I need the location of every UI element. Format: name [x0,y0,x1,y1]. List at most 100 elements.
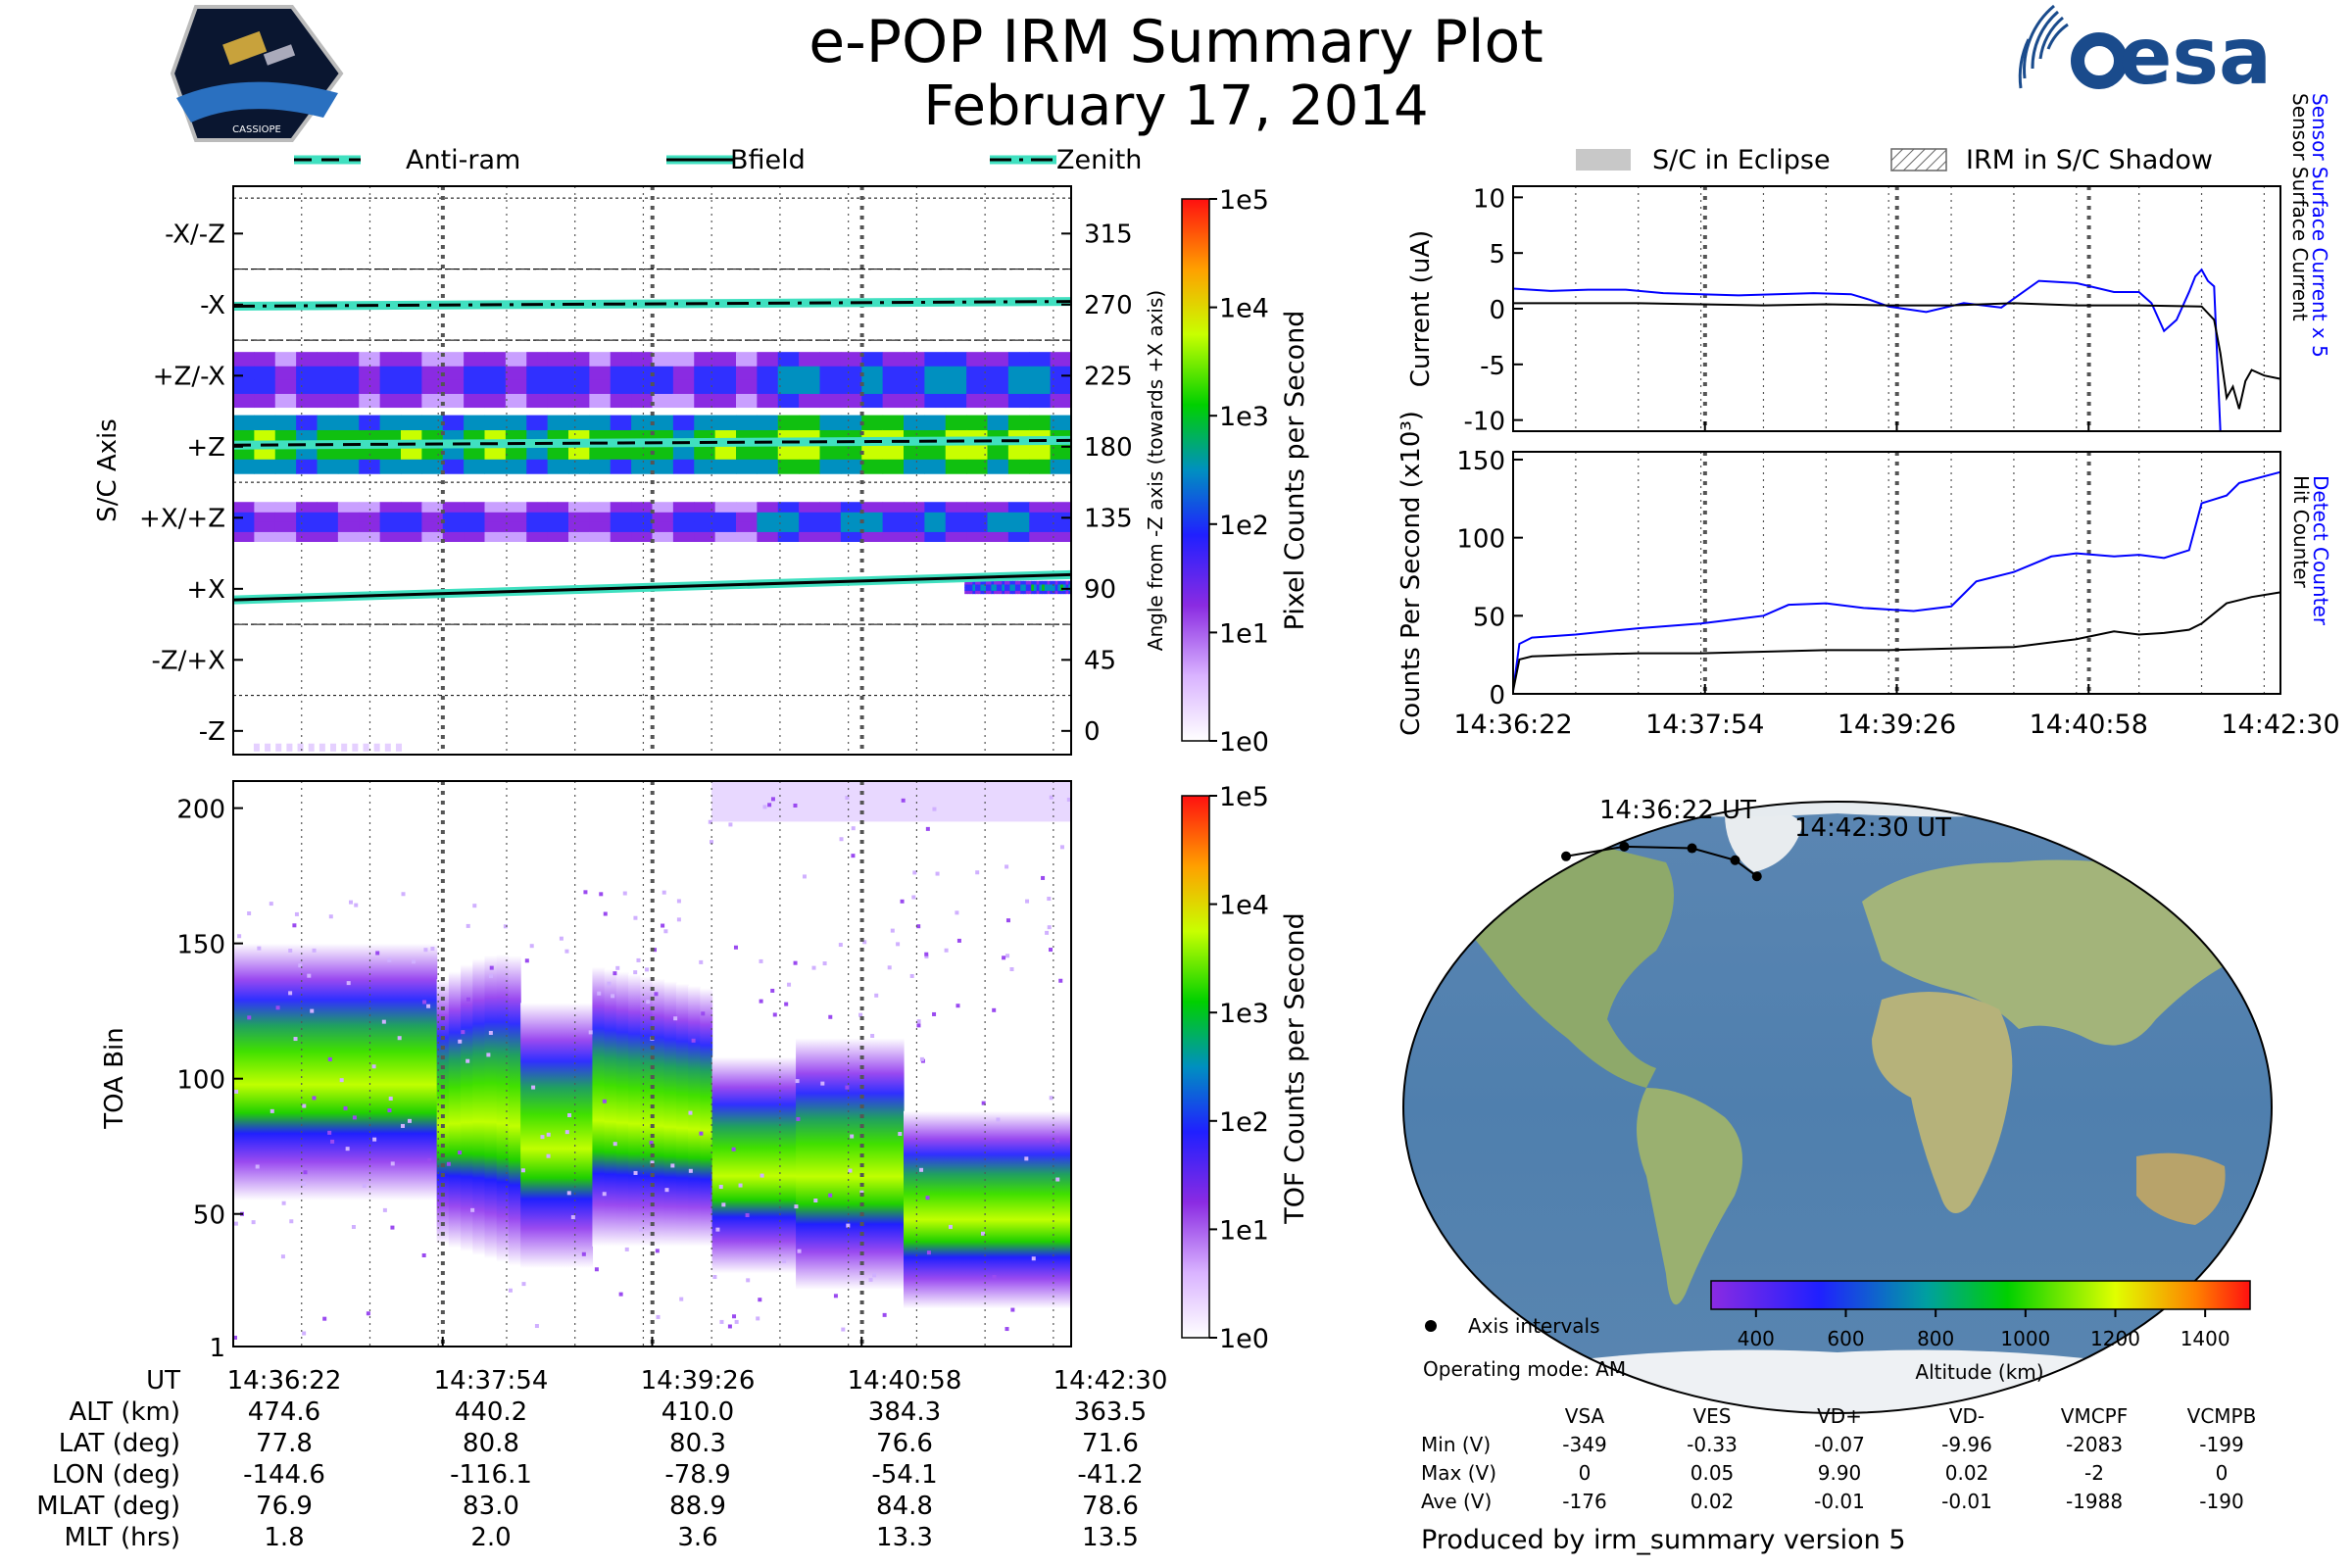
ephemeris-cell: -78.9 [664,1460,731,1490]
ytick-label: 0 [1489,681,1505,710]
pixel-band-cell [568,366,590,380]
tof-noise [654,992,659,997]
voltage-cell: 9.90 [1817,1460,1862,1485]
pixel-band-cell [505,393,527,409]
tof-noise [421,1252,426,1257]
pixel-band-cell [589,444,612,460]
pixel-band-cell [964,587,968,591]
tof-noise [925,1196,930,1200]
tof-column [1023,1110,1036,1309]
pixel-band-cell [694,512,716,522]
tof-column [640,976,654,1247]
pixel-band-cell [1033,584,1038,588]
pixel-band-cell [819,415,842,431]
tof-column [904,1110,916,1309]
pixel-band-cell [317,393,339,409]
tof-noise [349,900,354,905]
tof-ytick-label: 150 [176,931,225,960]
pixel-band-cell [589,512,612,522]
tof-noise [275,1005,280,1010]
voltage-table: VSA VES VD+ VD- VMCPF VCMPB Min (V) -349 -0.33 -0… [1421,1401,2285,1515]
axis-label: -X/-Z [165,220,225,249]
pixel-band-cell [1050,459,1072,474]
pixel-noise [373,743,380,752]
pixel-band-cell [631,444,653,460]
tof-noise [371,1064,376,1069]
pixel-noise [384,743,391,752]
pixel-band-cell [568,512,590,522]
pixel-band-cell [359,415,381,431]
pixel-band-cell [1057,584,1061,588]
tof-noise [644,967,649,972]
pixel-colorbar-tick-label: 1e5 [1219,185,1269,216]
voltage-header-row: VSA VES VD+ VD- VMCPF VCMPB [1421,1401,2285,1430]
tof-noise [540,1135,545,1140]
pixel-band-cell [1057,587,1061,591]
pixel-band-cell [631,415,653,431]
continent-greenland [1725,808,1803,872]
ephemeris-row-label: LON (deg) [51,1460,180,1490]
pixel-band-cell [736,521,758,532]
tof-noise [679,1297,684,1301]
pixel-band-cell [652,379,674,394]
pixel-band-cell [799,502,820,513]
pixel-band-cell [379,379,402,394]
pixel-band-cell [442,415,465,431]
pixel-band-cell [1068,590,1072,595]
pixel-band-cell [274,459,297,474]
ephemeris-cell: 3.6 [677,1523,718,1552]
pixel-band-cell [568,502,590,513]
tof-column [891,1038,905,1291]
pixel-band-cell [799,531,820,542]
ephemeris-cell: 76.6 [876,1429,933,1458]
pixel-band-cell [233,521,255,532]
pixel-band-cell [1028,587,1032,591]
pixel-band-cell [631,521,653,532]
ephemeris-cell: 440.2 [454,1397,528,1427]
tof-ytick-label: 100 [176,1066,225,1096]
tof-noise [400,1123,405,1128]
pixel-band-cell [799,521,820,532]
pixel-band-cell [1031,590,1035,595]
pixel-noise [330,743,337,752]
pixel-band-cell [777,352,800,367]
pixel-band-cell [736,415,758,431]
tof-noise [868,1277,873,1282]
voltage-cell: VCMPB [2186,1403,2257,1428]
pixel-band-cell [379,512,402,522]
tof-noise [622,891,627,896]
axis-label: +Z/-X [153,362,225,391]
altitude-tick-label: 1400 [2180,1327,2230,1350]
tof-noise [633,1170,638,1175]
voltage-cell: 0.05 [1690,1460,1735,1485]
tof-noise [446,1161,451,1166]
pixel-band-cell [861,415,884,431]
pixel-band-cell [840,352,862,367]
pixel-band-cell [1025,584,1029,588]
tof-noise [233,1335,237,1340]
track-point [1730,855,1740,865]
pixel-band-cell [652,531,674,542]
voltage-cell: 0 [1578,1460,1592,1485]
pixel-band-cell [757,444,779,460]
pixel-band-cell [1006,584,1010,588]
tof-noise [858,1012,863,1017]
pixel-band-cell [1047,584,1051,588]
pixel-band-cell [379,502,402,513]
ephemeris-row: MLAT (deg) 76.9 83.0 88.9 84.8 78.6 [8,1491,1213,1522]
pixel-noise [352,743,359,752]
voltage-cell: -0.07 [1814,1432,1865,1456]
pixel-band-cell [1039,580,1043,585]
ephemeris-row-label: MLT (hrs) [64,1523,181,1552]
tof-noise [602,1099,607,1103]
tof-noise [633,970,638,975]
pixel-band-cell [359,502,381,513]
pixel-band-cell [274,352,297,367]
tof-noise [611,994,615,999]
ephemeris-cell: 13.5 [1082,1523,1139,1552]
pixel-band-cell [505,531,527,542]
tof-noise [911,895,916,900]
voltage-cell: 0.02 [1690,1489,1735,1513]
tof-noise [387,957,392,962]
pixel-band-cell [589,459,612,474]
